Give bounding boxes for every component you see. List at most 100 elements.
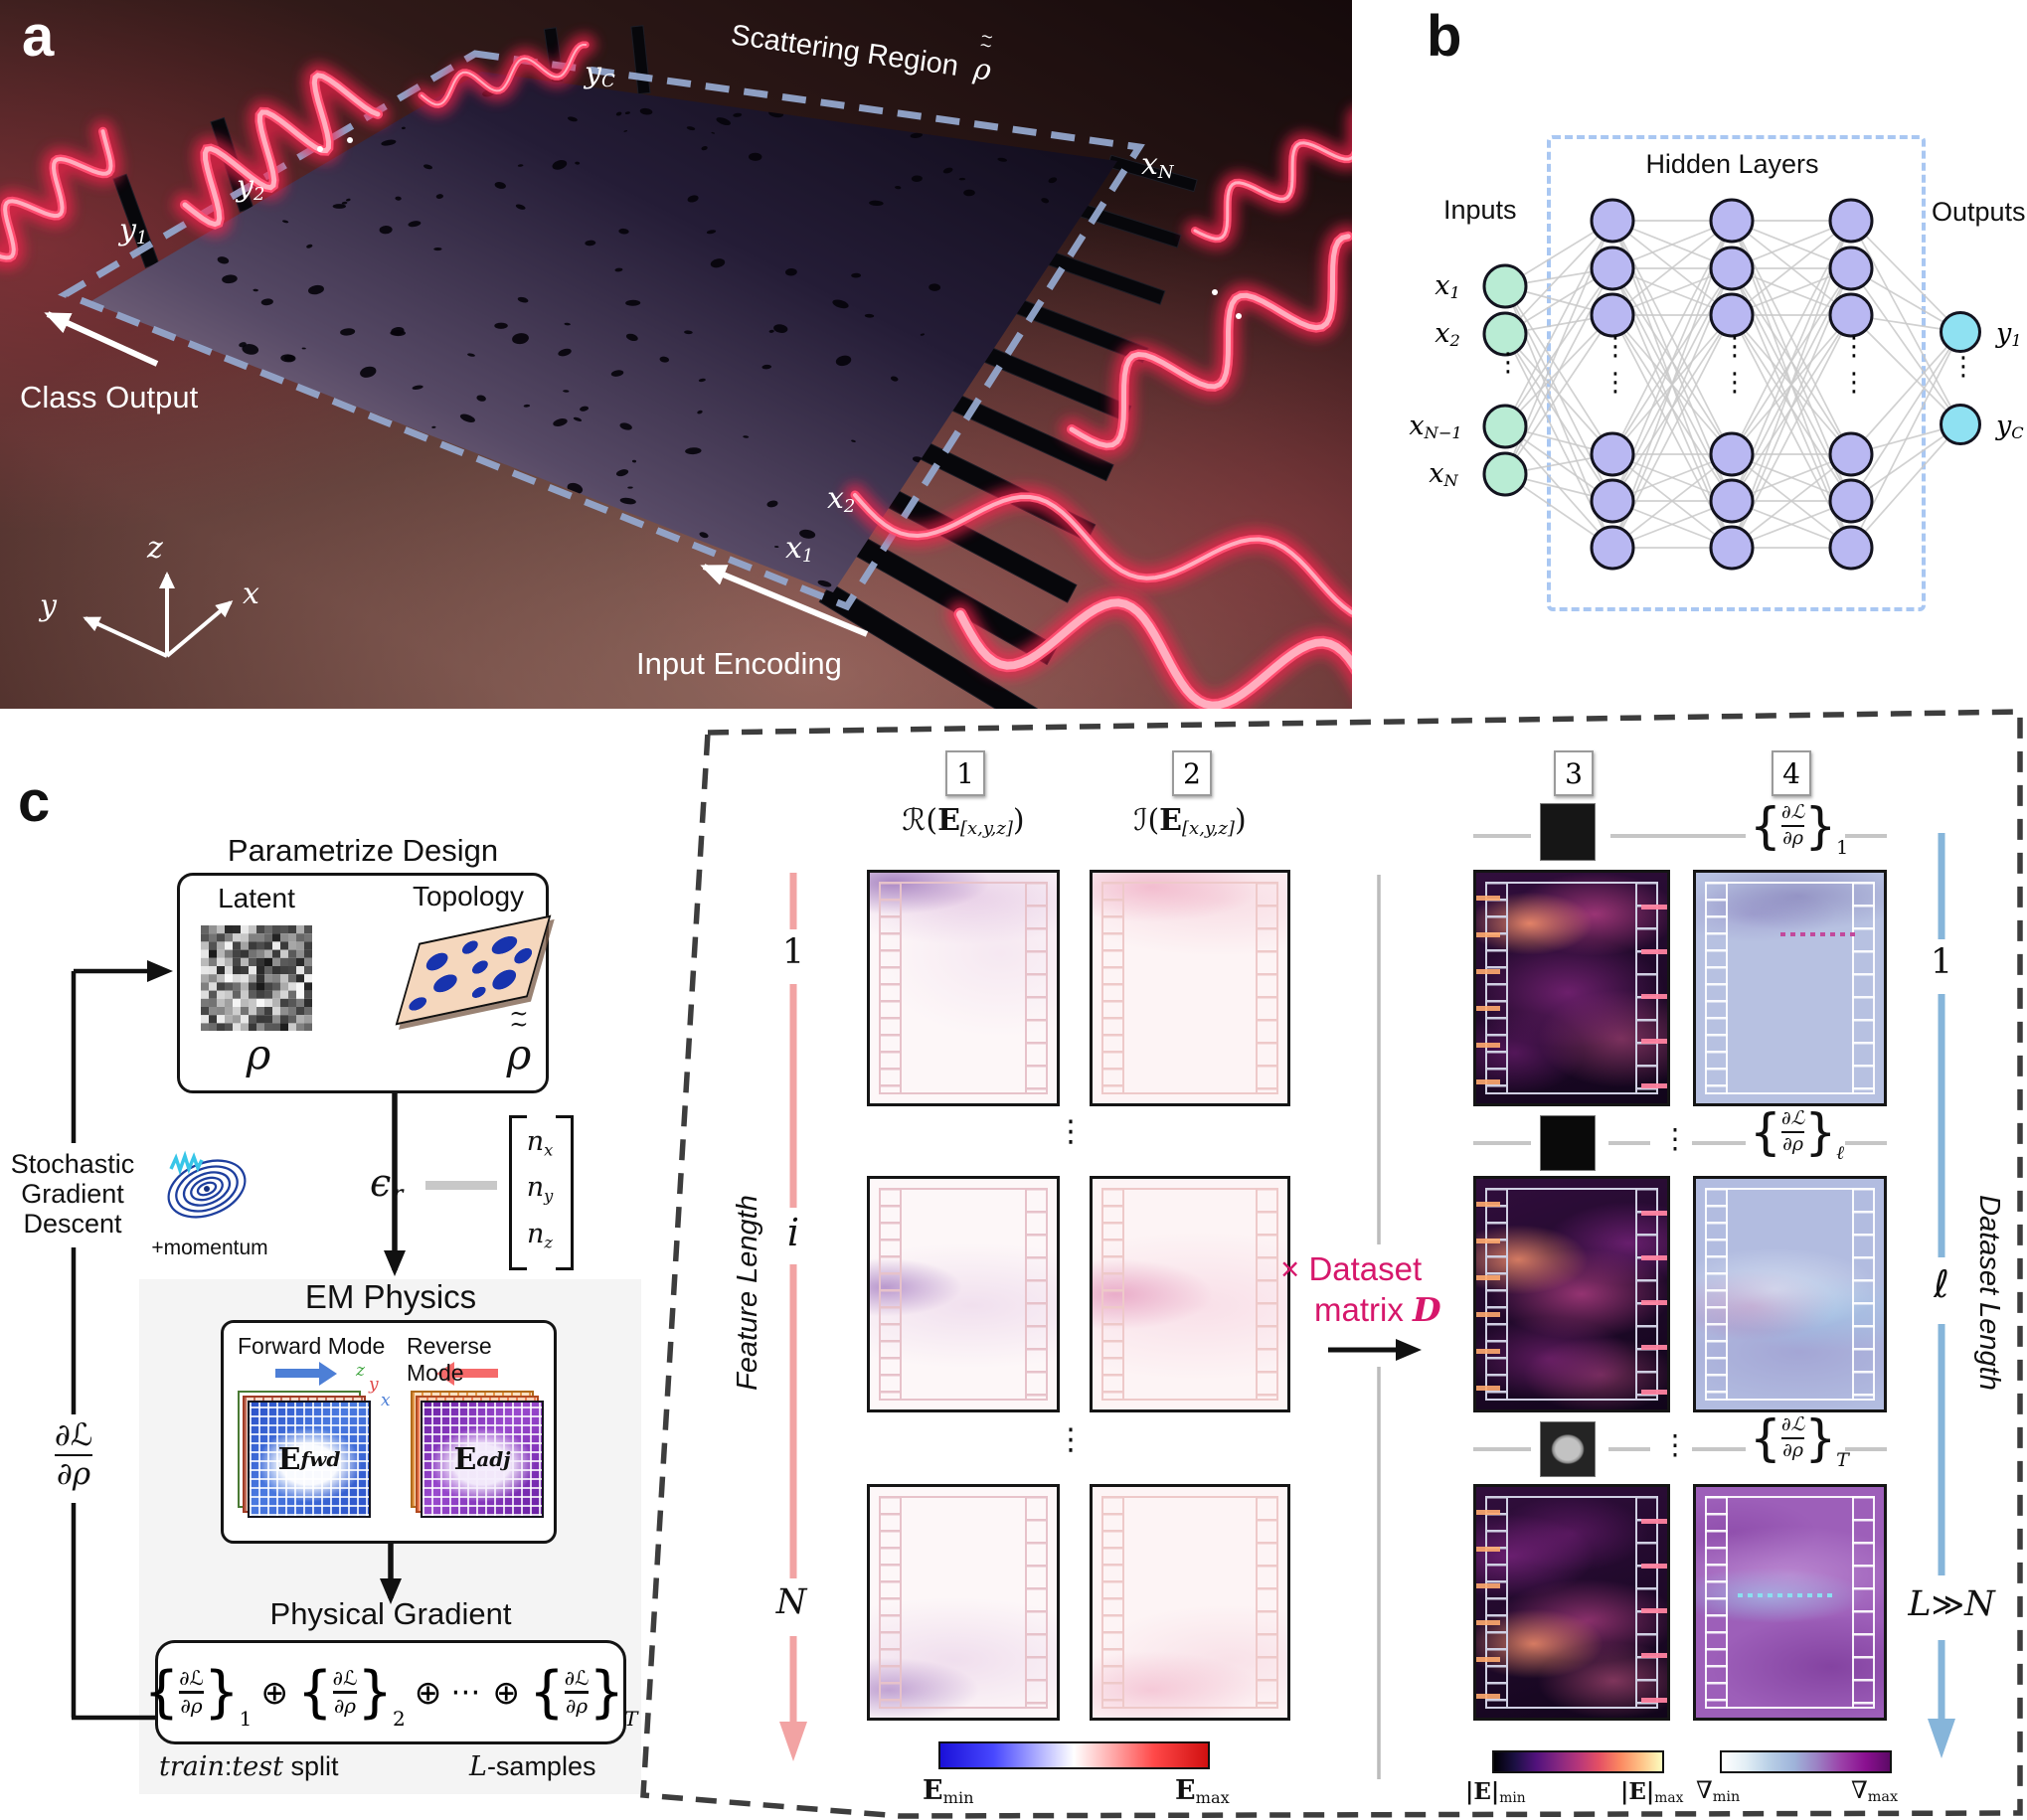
- vector-bracket-right: [556, 1115, 574, 1270]
- imag-field-plot-row1: [1090, 870, 1290, 1106]
- hidden-node-2-3: [1709, 292, 1755, 338]
- hidden-node-1-5: [1590, 478, 1635, 524]
- gradient-colorbar: [1720, 1750, 1892, 1773]
- port-label-y2: y2: [237, 169, 265, 206]
- column-4-number: 4: [1772, 750, 1811, 796]
- annotation-arrows: [44, 311, 869, 658]
- index-vector: nx ny nz: [526, 1126, 554, 1252]
- em-y-axis-label: y: [369, 1375, 379, 1395]
- sgd-label: Stochastic Gradient Descent: [10, 1149, 135, 1240]
- latent-label: Latent: [218, 883, 295, 913]
- loss-gradient-fraction: ∂ℒ ∂ρ: [54, 1417, 93, 1493]
- chest-xray-icon: [1540, 803, 1596, 861]
- panel-c-tag: c: [18, 769, 51, 834]
- e-max-label: Emax: [1175, 1775, 1230, 1807]
- input-node-2: [1482, 311, 1528, 357]
- input-label-x1: x1: [1435, 270, 1460, 302]
- gradient-sample-label-T: { ∂ℒ ∂ρ } T: [1750, 1409, 1849, 1471]
- network-graph: [1482, 198, 1981, 571]
- hidden-node-1-3: [1590, 292, 1635, 338]
- hidden-node-3-2: [1828, 246, 1874, 291]
- rho-label: ρ: [246, 1030, 271, 1078]
- real-field-plot-row3: [867, 1484, 1060, 1721]
- feature-length-label: Feature Length: [731, 1195, 763, 1391]
- intensity-min-label: |E|min: [1465, 1778, 1526, 1807]
- input-node-3: [1482, 404, 1528, 449]
- panel-a-photonic-chip: a Scattering Region ~ ~ ρ yC y2 y1 xN x2 x…: [0, 0, 1359, 709]
- hidden-node-2-4: [1709, 431, 1755, 477]
- oplus-2: ⊕: [414, 1674, 442, 1711]
- red-light-waves: [0, 34, 1359, 709]
- input-node-4: [1482, 451, 1528, 497]
- oplus-3: ⊕: [492, 1674, 521, 1711]
- real-field-plot-row2: [867, 1176, 1060, 1412]
- forward-arrow: [275, 1361, 337, 1386]
- gradient-min-label: ∇min: [1696, 1776, 1741, 1806]
- input-encoding-arrow: [700, 564, 869, 637]
- dataset-matrix-label: × Dataset matrix D: [1280, 1250, 1441, 1330]
- feature-tick-1: 1: [781, 932, 805, 972]
- sgd-spiral-icon: [167, 1150, 247, 1219]
- epsilon-connector: [425, 1181, 497, 1190]
- e-min-label: Emin: [923, 1775, 974, 1807]
- epsilon-r-label: ϵr: [370, 1161, 404, 1208]
- ct-scan-icon: [1540, 1421, 1596, 1477]
- inputs-label: Inputs: [1443, 195, 1517, 225]
- z-axis-label: z: [147, 531, 163, 566]
- grad-term-2: { ∂ℒ ∂ρ } 2: [296, 1660, 406, 1731]
- y-axis-label: y: [40, 588, 57, 623]
- chip-render-scene: [0, 0, 1359, 709]
- sample-header-rules: [1473, 834, 1887, 1451]
- port-label-y1: y1: [119, 213, 148, 249]
- hidden-node-1-1: [1590, 198, 1635, 244]
- gradient-concatenation-box: { ∂ℒ ∂ρ } 1 ⊕ { ∂ℒ ∂ρ } 2 ⊕ ⋯ ⊕ { ∂ℒ ∂ρ } T: [144, 1640, 637, 1744]
- gradient-sample-label-1: { ∂ℒ ∂ρ } 1: [1750, 797, 1849, 859]
- grad-term-1: { ∂ℒ ∂ρ } 1: [143, 1660, 253, 1731]
- port-label-x2: x2: [827, 481, 856, 518]
- hidden-node-3-4: [1828, 431, 1874, 477]
- dataset-length-arrowhead: [1928, 1719, 1955, 1758]
- reverse-arrow: [436, 1361, 498, 1386]
- panel-b-neural-network: b Hidden Layers Inputs Outputs x1 x2 xN−…: [1352, 0, 2027, 709]
- hidden-node-1-2: [1590, 246, 1635, 291]
- intensity-plot-row2: [1473, 1176, 1670, 1412]
- hidden-node-2-2: [1709, 246, 1755, 291]
- input-node-1: [1482, 263, 1528, 309]
- cdots: ⋯: [450, 1676, 484, 1709]
- imag-field-header: ℐ(E[x,y,z]): [1133, 803, 1247, 840]
- parametrize-design-title: Parametrize Design: [227, 833, 499, 868]
- panel-a-tag: a: [22, 4, 55, 69]
- panel-b-tag: b: [1427, 4, 1462, 69]
- output-label-y1: y1: [1996, 318, 2022, 350]
- class-output-arrow: [44, 311, 159, 367]
- y-axis-arrow: [83, 616, 168, 658]
- column-1-number: 1: [945, 750, 985, 796]
- input-label-x2: x2: [1435, 318, 1460, 350]
- hidden-node-2-5: [1709, 478, 1755, 524]
- intensity-plot-row3: [1473, 1484, 1670, 1721]
- x-axis-arrow: [165, 600, 234, 658]
- em-x-axis-label: x: [381, 1391, 391, 1410]
- hidden-layers-label: Hidden Layers: [1645, 149, 1819, 179]
- imag-field-plot-row3: [1090, 1484, 1290, 1721]
- vector-bracket-left: [509, 1115, 527, 1270]
- ellipsis-dots: [317, 137, 1242, 319]
- sgd-feedback-loop: [71, 960, 173, 1721]
- hidden-node-2-6: [1709, 525, 1755, 571]
- class-output-label: Class Output: [20, 380, 199, 414]
- hidden-node-3-6: [1828, 525, 1874, 571]
- gradient-max-label: ∇max: [1851, 1776, 1899, 1806]
- output-node-1: [1940, 311, 1981, 353]
- dashed-callout-border: [640, 709, 2023, 1819]
- outputs-label: Outputs: [1932, 197, 2026, 227]
- output-node-2: [1940, 404, 1981, 445]
- hidden-node-3-5: [1828, 478, 1874, 524]
- imag-field-plot-row2: [1090, 1176, 1290, 1412]
- latent-noise-image: [201, 925, 312, 1031]
- em-z-axis-label: z: [356, 1361, 365, 1381]
- feature-length-arrowhead: [779, 1722, 807, 1761]
